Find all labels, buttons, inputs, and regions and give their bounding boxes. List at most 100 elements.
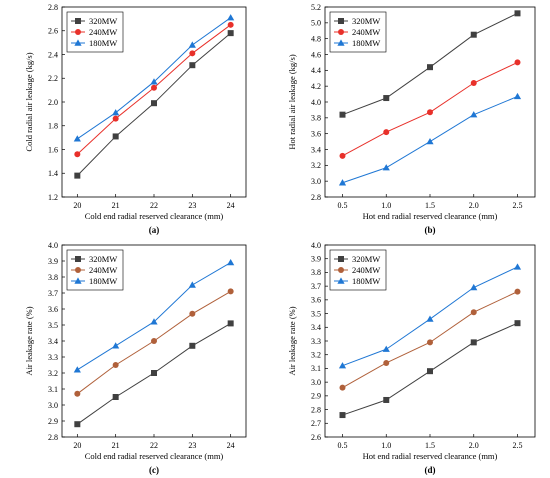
y-tick-label: 3.8 xyxy=(48,273,58,282)
data-point xyxy=(73,135,81,142)
data-point xyxy=(383,95,390,102)
x-tick-label: 24 xyxy=(227,201,235,210)
data-point xyxy=(470,339,477,346)
data-point xyxy=(339,384,346,391)
series-320MW xyxy=(339,320,521,419)
data-point xyxy=(470,283,478,291)
chart-panel-3: 20 21 22 23 24 2.8 2.9 3.0 3.1 3.2 3.3 3.4 3.5 3.6 3.7… xyxy=(24,241,247,475)
y-tick-label: 3.0 xyxy=(48,401,58,410)
data-point xyxy=(74,421,81,428)
x-tick-label: 21 xyxy=(112,441,120,450)
y-tick-label: 3.2 xyxy=(311,351,321,360)
data-point xyxy=(151,370,157,376)
x-tick-label: 2.0 xyxy=(469,441,479,450)
chart-panel-2: 0.5 1.0 1.5 2.0 2.5 2.8 3.0 3.2 3.4 3.6 3.8 4.0 4.2 4… xyxy=(287,3,536,235)
data-point xyxy=(74,151,81,158)
data-point xyxy=(227,21,234,28)
data-point xyxy=(339,412,346,419)
legend-entry: 320MW xyxy=(89,16,117,26)
y-tick-label: 3.0 xyxy=(311,378,321,387)
data-point xyxy=(427,64,433,71)
data-point xyxy=(227,320,234,327)
x-tick-label: 22 xyxy=(150,201,158,210)
legend-entry: 240MW xyxy=(89,265,117,275)
data-point xyxy=(514,59,521,66)
x-axis-label: Hot end radial reserved clearance (mm) xyxy=(363,211,498,221)
data-point xyxy=(382,345,390,352)
legend-marker xyxy=(75,18,81,24)
data-point xyxy=(470,309,477,316)
y-tick-label: 3.9 xyxy=(48,257,58,266)
y-tick-label: 3.9 xyxy=(311,255,321,264)
panel-label: (c) xyxy=(149,465,159,475)
data-point xyxy=(227,14,235,21)
y-tick-label: 3.3 xyxy=(311,337,321,346)
y-tick-label: 4.0 xyxy=(311,241,321,250)
data-point xyxy=(426,137,434,145)
y-tick-label: 1.4 xyxy=(48,169,58,178)
data-point xyxy=(150,318,158,325)
x-tick-label: 2.0 xyxy=(469,201,479,210)
y-tick-label: 1.8 xyxy=(48,122,58,131)
x-tick-label: 0.5 xyxy=(338,201,348,210)
series-320MW xyxy=(74,320,234,428)
y-axis-label: Air leakage rate (%) xyxy=(24,306,34,375)
legend-marker xyxy=(338,256,344,262)
y-tick-label: 3.2 xyxy=(311,161,321,170)
data-point xyxy=(427,368,433,375)
legend-entry: 180MW xyxy=(89,38,117,48)
x-tick-label: 20 xyxy=(73,201,81,210)
data-point xyxy=(426,315,434,322)
data-point xyxy=(151,338,157,344)
legend-entry: 320MW xyxy=(89,254,117,264)
y-tick-label: 3.4 xyxy=(48,337,58,346)
legend-marker xyxy=(337,277,345,284)
y-tick-label: 3.2 xyxy=(48,369,58,378)
data-point xyxy=(188,41,196,48)
legend-marker xyxy=(74,39,82,46)
legend-marker xyxy=(74,277,82,284)
y-tick-label: 5.0 xyxy=(311,19,321,28)
y-tick-label: 4.8 xyxy=(311,34,321,43)
x-tick-label: 1.5 xyxy=(425,201,435,210)
data-point xyxy=(513,263,522,270)
y-tick-label: 3.7 xyxy=(48,289,58,298)
legend-marker xyxy=(337,39,345,46)
data-point xyxy=(189,310,196,317)
data-point xyxy=(339,111,346,118)
series-320MW xyxy=(74,30,234,179)
x-axis-label: Cold end radial reserved clearance (mm) xyxy=(85,211,224,221)
data-point xyxy=(383,359,390,366)
legend-marker xyxy=(338,29,344,35)
legend-marker xyxy=(75,256,81,262)
legend-entry: 180MW xyxy=(352,276,380,286)
data-point xyxy=(383,396,390,403)
x-tick-label: 22 xyxy=(150,441,158,450)
series-180MW xyxy=(73,14,235,142)
x-axis-label: Cold end radial reserved clearance (mm) xyxy=(85,451,224,461)
data-point xyxy=(470,111,478,118)
y-axis-label: Air leakage rate (%) xyxy=(287,306,297,375)
y-tick-label: 2.8 xyxy=(48,3,58,12)
x-tick-label: 0.5 xyxy=(338,441,348,450)
data-point xyxy=(227,288,234,295)
chart-panel-4: 0.5 1.0 1.5 2.0 2.5 2.6 2.7 2.8 2.9 3.0 3.1 3.2 3.3 3… xyxy=(287,241,536,475)
chart-panel-1: 20 21 22 23 24 1.2 1.4 1.6 1.8 2.0 2.2 2.4 2.6 2.8 Col… xyxy=(24,3,247,235)
data-point xyxy=(151,100,157,107)
y-tick-label: 3.3 xyxy=(48,353,58,362)
data-point xyxy=(151,84,157,91)
data-point xyxy=(189,50,196,57)
series-240MW xyxy=(339,288,521,391)
y-tick-label: 3.1 xyxy=(311,364,321,373)
legend-entry: 240MW xyxy=(352,265,380,275)
y-tick-label: 2.4 xyxy=(48,50,58,59)
y-tick-label: 2.6 xyxy=(48,27,58,36)
panel-label: (b) xyxy=(425,225,436,235)
y-tick-label: 3.8 xyxy=(311,114,321,123)
y-tick-label: 4.6 xyxy=(311,50,321,59)
y-tick-label: 3.4 xyxy=(311,323,321,332)
data-point xyxy=(73,366,81,373)
series-180MW xyxy=(338,263,522,369)
